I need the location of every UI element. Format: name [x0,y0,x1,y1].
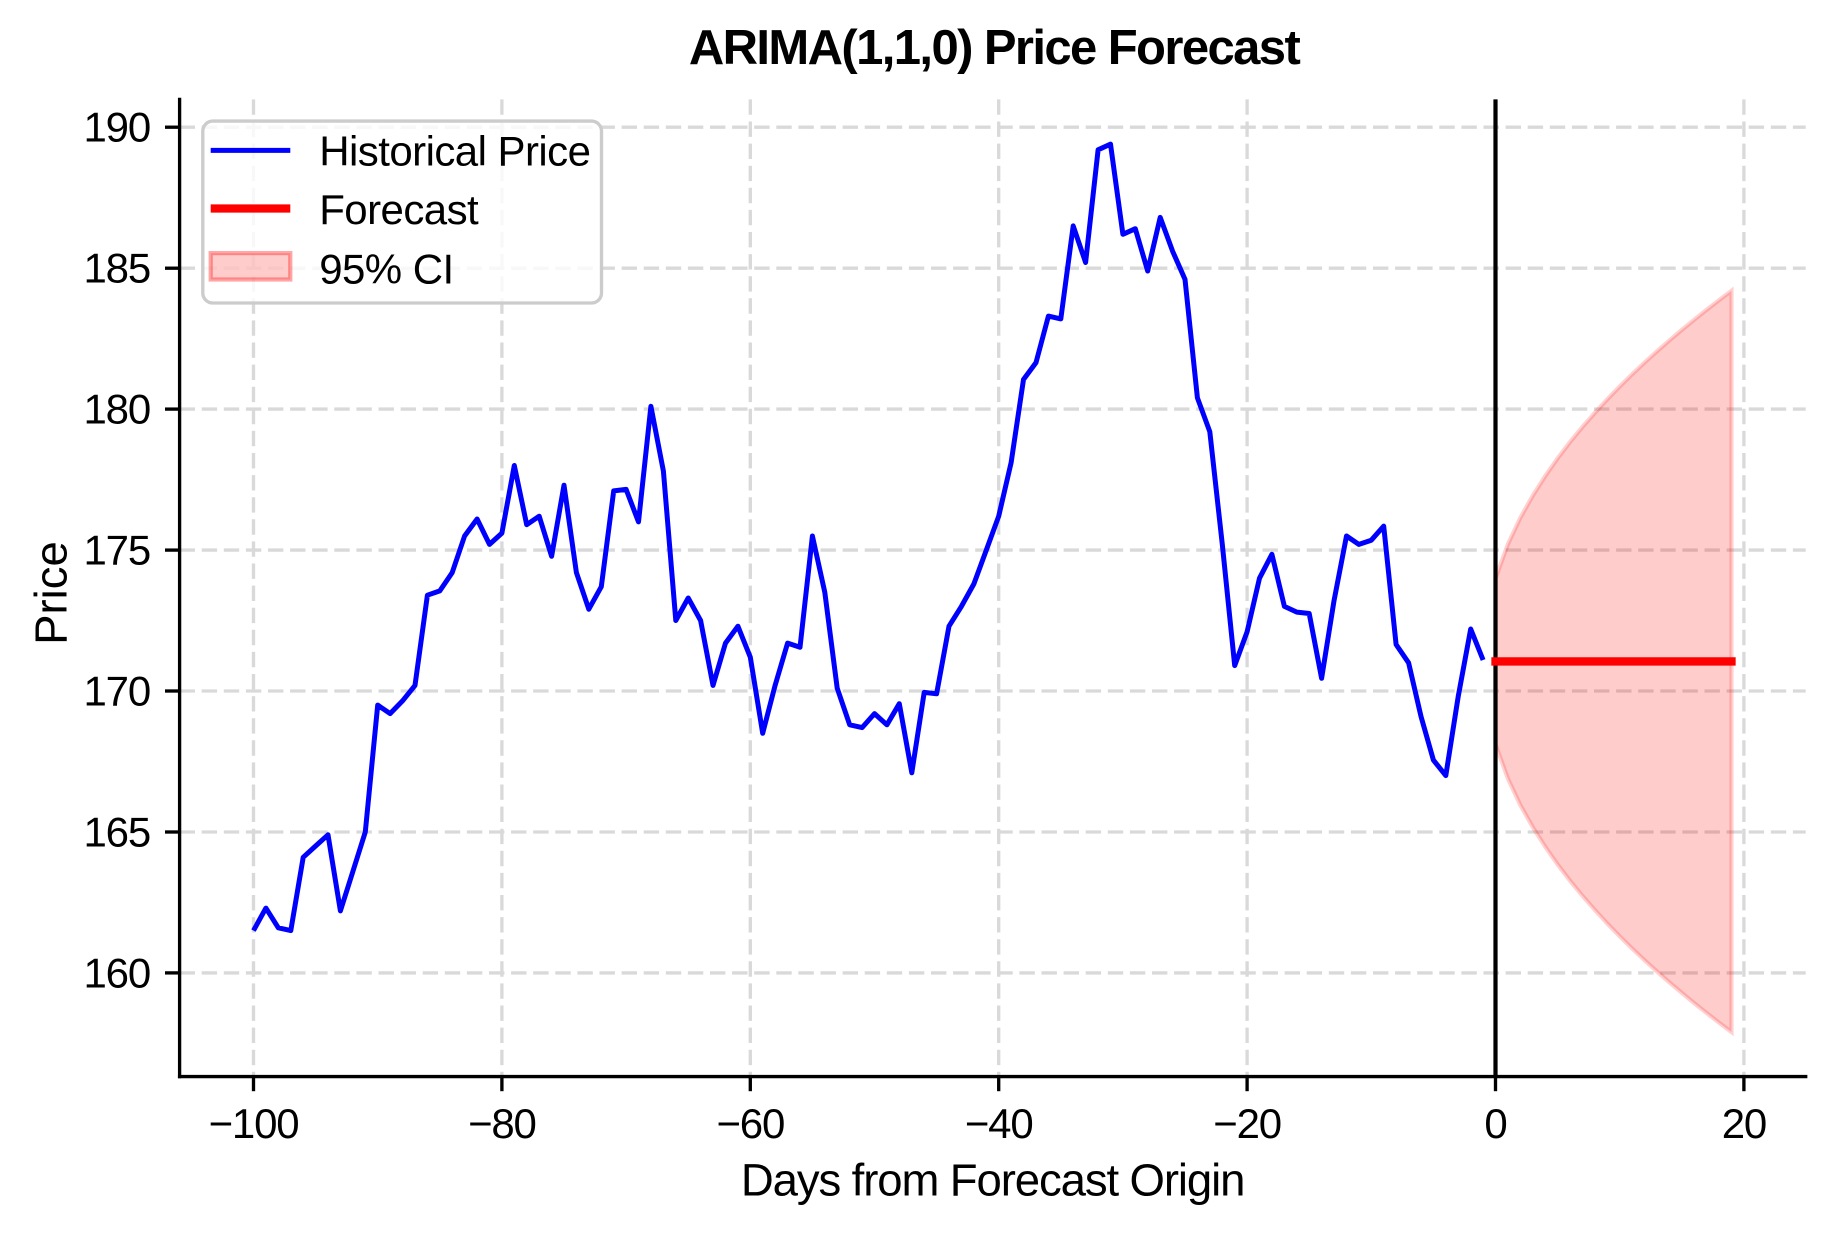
svg-text:180: 180 [84,386,150,433]
svg-text:175: 175 [84,527,150,574]
svg-text:Days from Forecast Origin: Days from Forecast Origin [741,1155,1244,1206]
svg-text:20: 20 [1722,1100,1766,1147]
svg-text:Historical Price: Historical Price [319,127,590,174]
svg-text:Price: Price [26,541,77,645]
svg-text:−100: −100 [209,1100,299,1147]
svg-text:Forecast: Forecast [319,186,479,233]
svg-text:−20: −20 [1213,1100,1281,1147]
svg-text:160: 160 [84,949,150,996]
svg-text:95% CI: 95% CI [319,245,453,292]
svg-text:185: 185 [84,245,150,292]
svg-text:0: 0 [1484,1100,1506,1147]
svg-text:−80: −80 [468,1100,536,1147]
svg-text:170: 170 [84,668,150,715]
svg-text:ARIMA(1,1,0) Price Forecast: ARIMA(1,1,0) Price Forecast [689,21,1301,75]
svg-text:−40: −40 [965,1100,1033,1147]
svg-text:−60: −60 [716,1100,784,1147]
svg-text:190: 190 [84,104,150,151]
svg-text:165: 165 [84,809,150,856]
